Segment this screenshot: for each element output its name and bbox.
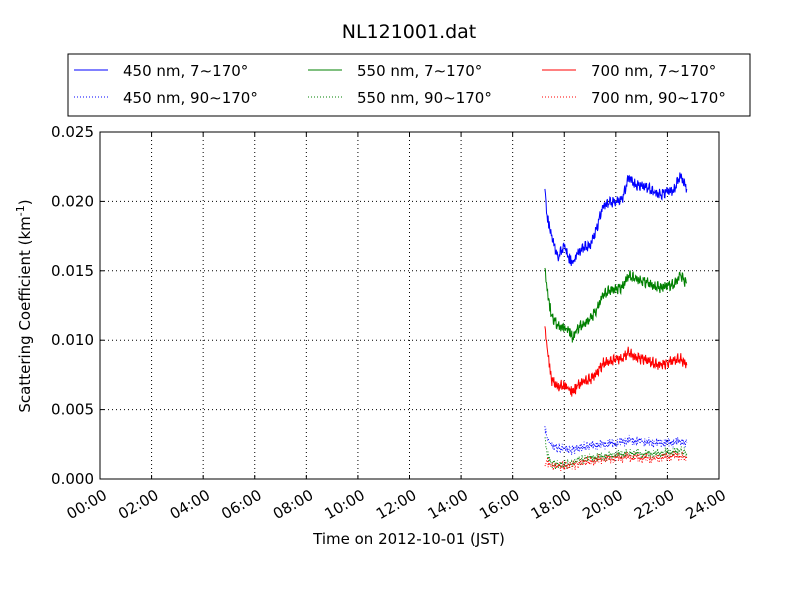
y-axis-label-end: ) xyxy=(16,199,34,205)
series-line xyxy=(544,267,688,343)
series-line xyxy=(544,326,688,397)
x-tick-label: 06:00 xyxy=(218,486,264,523)
legend-label: 700 nm, 90∼170° xyxy=(591,89,726,107)
x-tick-label: 04:00 xyxy=(167,486,213,523)
y-tick-label: 0.025 xyxy=(51,123,94,141)
axis-ticks xyxy=(99,131,720,480)
y-axis-label-exponent: -1 xyxy=(14,205,27,216)
x-tick-label: 08:00 xyxy=(270,486,316,523)
grid xyxy=(100,132,719,479)
series-line xyxy=(544,426,688,455)
y-tick-labels: 0.000 0.005 0.010 0.015 0.020 0.025 xyxy=(51,123,94,488)
y-tick-label: 0.015 xyxy=(51,262,94,280)
x-axis-label: Time on 2012-10-01 (JST) xyxy=(312,530,505,548)
chart-title: NL121001.dat xyxy=(342,21,477,43)
y-axis-label: Scattering Coefficient (km-1) xyxy=(14,199,34,412)
legend-label: 550 nm, 90∼170° xyxy=(357,89,492,107)
y-tick-label: 0.010 xyxy=(51,331,94,349)
legend-label: 450 nm, 7∼170° xyxy=(123,62,248,80)
series-group xyxy=(544,172,688,472)
x-tick-label: 20:00 xyxy=(579,486,625,523)
x-tick-label: 10:00 xyxy=(321,486,367,523)
y-tick-label: 0.000 xyxy=(51,470,94,488)
y-tick-label: 0.020 xyxy=(51,192,94,210)
x-tick-label: 22:00 xyxy=(631,486,677,523)
x-tick-label: 24:00 xyxy=(683,486,729,523)
y-tick-label: 0.005 xyxy=(51,401,94,419)
x-tick-label: 14:00 xyxy=(425,486,471,523)
x-tick-label: 02:00 xyxy=(115,486,161,523)
x-tick-label: 00:00 xyxy=(64,486,110,523)
x-tick-labels: 00:00 02:00 04:00 06:00 08:00 10:00 12:00 14:00… xyxy=(64,486,729,523)
legend-box xyxy=(67,53,751,117)
legend-label: 700 nm, 7∼170° xyxy=(591,62,716,80)
y-axis-label-main: Scattering Coefficient (km xyxy=(16,216,34,412)
legend-label: 450 nm, 90∼170° xyxy=(123,89,258,107)
legend-label: 550 nm, 7∼170° xyxy=(357,62,482,80)
x-tick-label: 12:00 xyxy=(373,486,419,523)
x-tick-label: 18:00 xyxy=(528,486,574,523)
x-tick-label: 16:00 xyxy=(476,486,522,523)
series-line xyxy=(544,450,688,472)
legend: 450 nm, 7∼170° 550 nm, 7∼170° 700 nm, 7∼17… xyxy=(67,53,751,117)
series-line xyxy=(544,172,688,266)
